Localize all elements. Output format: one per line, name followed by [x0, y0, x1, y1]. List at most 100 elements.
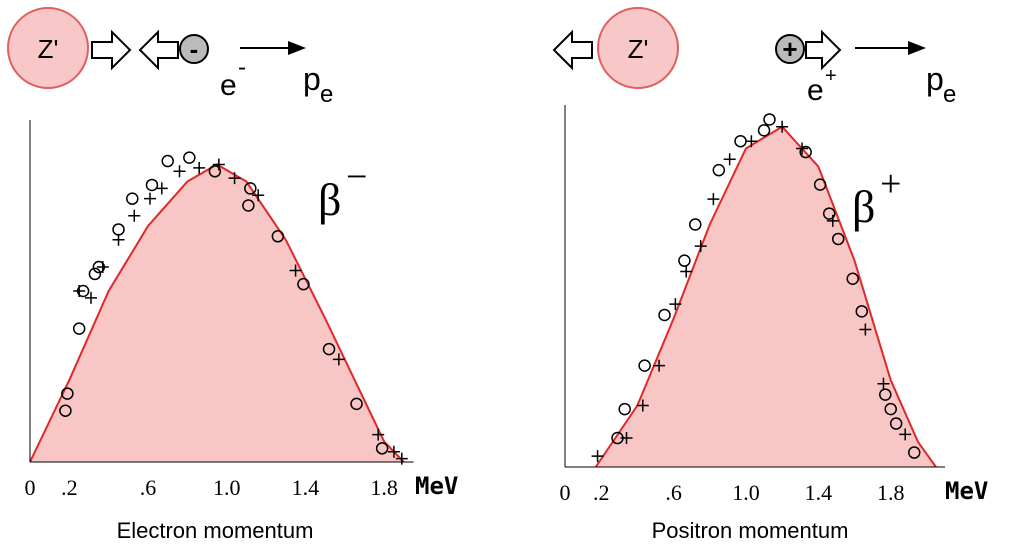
data-point — [689, 218, 702, 231]
arrow-head — [288, 41, 306, 55]
data-point — [242, 199, 255, 212]
x-tick-label: 1.0 — [732, 480, 760, 505]
data-point — [799, 145, 812, 159]
data-point — [252, 189, 265, 202]
area — [595, 126, 936, 467]
data-point — [183, 151, 196, 164]
data-point — [72, 322, 86, 335]
data-point — [244, 182, 257, 195]
data-point — [112, 233, 125, 246]
x-tick-label: 1.0 — [213, 475, 241, 500]
charge-label: + — [782, 34, 797, 64]
momentum-sub: e — [943, 81, 956, 108]
data-point — [297, 277, 310, 291]
x-tick-label: .2 — [61, 475, 78, 500]
data-point — [84, 291, 97, 304]
hollow-arrow — [805, 29, 842, 71]
data-point — [96, 261, 109, 274]
x-tick-label: .2 — [593, 480, 610, 505]
data-point — [855, 305, 869, 318]
data-point — [387, 445, 400, 458]
decay-symbol: β — [318, 174, 341, 225]
data-point — [73, 285, 86, 297]
data-point — [884, 402, 897, 416]
data-point — [350, 397, 363, 411]
data-point — [372, 428, 385, 441]
decay-diagram: Z' + e + p e — [552, 7, 956, 108]
data-point — [193, 161, 206, 174]
particle-sup: - — [238, 54, 246, 81]
particle-label: e — [220, 69, 237, 102]
data-point — [707, 193, 720, 206]
data-point — [128, 209, 141, 222]
data-point — [723, 153, 736, 166]
data-point — [813, 178, 827, 191]
data-point — [332, 353, 345, 366]
data-point — [59, 404, 72, 417]
decay-symbol: β — [852, 181, 875, 232]
data-point — [859, 323, 872, 336]
data-point — [653, 359, 666, 372]
data-point — [763, 113, 776, 126]
data-point — [638, 359, 651, 372]
data-point — [745, 135, 758, 148]
data-point — [796, 142, 809, 155]
momentum-label: p — [926, 61, 944, 97]
data-point — [61, 387, 74, 400]
data-point — [228, 172, 241, 185]
x-unit: MeV — [945, 477, 988, 505]
x-tick-label: .6 — [140, 475, 157, 500]
hollow-arrow — [552, 29, 593, 71]
area — [30, 164, 404, 462]
data-point — [757, 124, 771, 137]
data-point — [776, 120, 789, 133]
data-point — [658, 308, 671, 322]
data-point — [831, 232, 845, 246]
particle-label: e — [807, 74, 824, 107]
data-point — [143, 192, 156, 205]
data-point — [322, 342, 336, 356]
x-tick-label: 1.4 — [292, 475, 320, 500]
data-point — [145, 178, 159, 192]
data-point — [173, 165, 186, 178]
data-point — [289, 264, 302, 277]
charge-circle — [775, 34, 805, 64]
decay-symbol-sup: + — [880, 163, 901, 205]
x-tick-label: 1.4 — [805, 480, 833, 505]
data-point — [712, 163, 726, 177]
data-point — [271, 230, 285, 243]
data-point — [678, 254, 691, 267]
data-point — [907, 446, 921, 459]
nucleus-label: Z' — [628, 34, 649, 64]
nucleus-label: Z' — [38, 34, 59, 64]
hollow-arrow — [91, 29, 132, 71]
data-point — [889, 417, 903, 430]
data-point — [826, 214, 839, 227]
data-point — [636, 399, 649, 412]
x-axis-label: Positron momentum — [652, 518, 849, 543]
x-axis-label: Electron momentum — [117, 518, 314, 543]
data-point — [112, 223, 125, 236]
decay-diagram: Z' - e - p e — [7, 7, 333, 108]
data-point — [88, 267, 102, 281]
data-point — [877, 377, 890, 390]
data-point — [208, 165, 222, 178]
momentum-sub: e — [320, 81, 333, 108]
data-point — [155, 182, 168, 195]
curve — [29, 163, 405, 463]
x-tick-label: .6 — [665, 480, 682, 505]
x-tick-label: 1.8 — [877, 480, 905, 505]
data-point — [734, 134, 747, 148]
charge-label: - — [190, 34, 199, 64]
data-point — [669, 298, 682, 311]
data-point — [846, 272, 859, 286]
x-tick-label: 0 — [560, 480, 571, 505]
data-point — [395, 452, 408, 465]
data-point — [879, 388, 892, 401]
data-point — [694, 240, 707, 253]
data-point — [618, 402, 631, 416]
data-point — [591, 450, 604, 463]
charge-circle — [179, 34, 209, 64]
nucleus — [597, 7, 679, 89]
